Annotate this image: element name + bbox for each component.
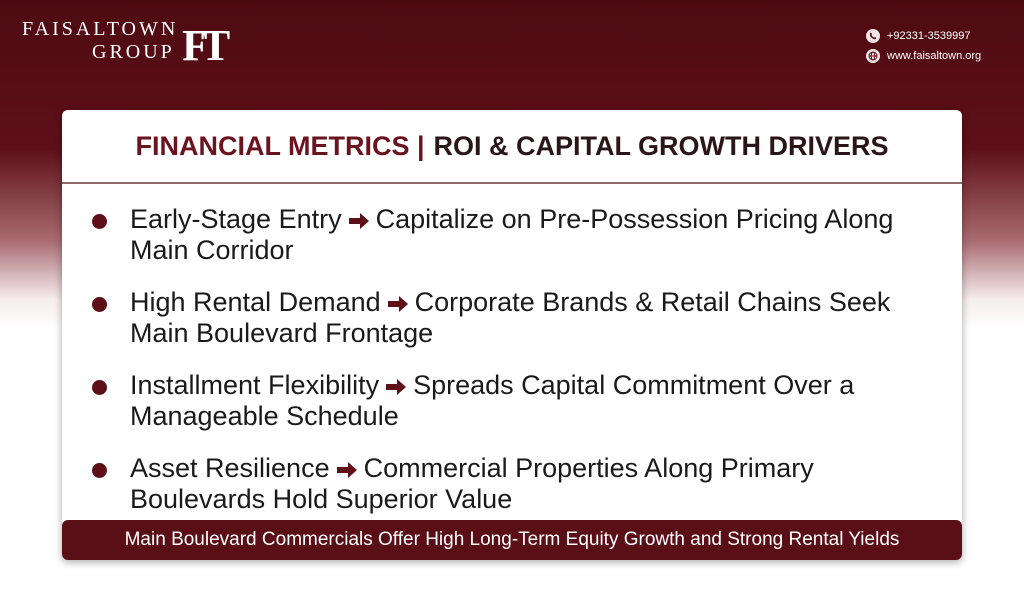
footer-text: Main Boulevard Commercials Offer High Lo… bbox=[124, 529, 900, 550]
title-highlight: FINANCIAL METRICS | bbox=[135, 130, 425, 161]
phone-icon bbox=[866, 29, 880, 43]
bullet-dot bbox=[92, 214, 107, 229]
web-icon bbox=[866, 49, 880, 63]
bullet-detail: Corporate Brands & Retail Chains Seek Ma… bbox=[130, 287, 891, 348]
arrow-icon bbox=[387, 295, 408, 312]
footer-banner: Main Boulevard Commercials Offer High Lo… bbox=[62, 520, 962, 560]
bullet-text: High Rental Demand Corporate Brands & Ret… bbox=[130, 287, 942, 349]
bullet-lead: Asset Resilience bbox=[130, 453, 330, 483]
contact: +92331-3539997 www.faisaltown.org bbox=[866, 26, 981, 66]
bullet-text: Installment Flexibility Spreads Capital C… bbox=[130, 370, 942, 432]
bullet-lead: Early-Stage Entry bbox=[130, 204, 342, 234]
bullet-detail: Capitalize on Pre-Possession Pricing Alo… bbox=[130, 204, 894, 265]
website: www.faisaltown.org bbox=[887, 50, 982, 62]
logo-monogram: FT bbox=[182, 21, 230, 70]
bullet-dot bbox=[92, 297, 107, 312]
bullet-dot bbox=[92, 380, 107, 395]
card-title: FINANCIAL METRICS | ROI & CAPITAL GROWTH… bbox=[62, 110, 962, 184]
bullet: High Rental Demand Corporate Brands & Ret… bbox=[92, 287, 942, 349]
contact-row: www.faisaltown.org bbox=[866, 46, 981, 66]
logo-line: FAISALTOWN bbox=[22, 18, 179, 40]
card: FINANCIAL METRICS | ROI & CAPITAL GROWTH… bbox=[62, 110, 962, 560]
bullet-detail: Spreads Capital Commitment Over a Manage… bbox=[130, 370, 855, 431]
bullet-detail: Commercial Properties Along Primary Boul… bbox=[130, 453, 814, 514]
contact-row: +92331-3539997 bbox=[866, 26, 981, 46]
bullet: Asset Resilience Commercial Properties Al… bbox=[92, 453, 942, 515]
bullet-text: Asset Resilience Commercial Properties Al… bbox=[130, 453, 942, 515]
bullet-lead: Installment Flexibility bbox=[130, 370, 380, 400]
bullet-lead: High Rental Demand bbox=[130, 287, 381, 317]
arrow-icon bbox=[386, 378, 407, 395]
bullet: Early-Stage Entry Capitalize on Pre-Posse… bbox=[92, 204, 942, 266]
logo: FAISALTOWN GROUP FT bbox=[22, 18, 230, 70]
bullet-dot bbox=[92, 463, 107, 478]
bullet: Installment Flexibility Spreads Capital C… bbox=[92, 370, 942, 432]
title-rest: ROI & CAPITAL GROWTH DRIVERS bbox=[433, 130, 889, 161]
bullet-text: Early-Stage Entry Capitalize on Pre-Posse… bbox=[130, 204, 942, 266]
logo-line: GROUP bbox=[92, 41, 175, 63]
arrow-icon bbox=[348, 212, 369, 229]
phone: +92331-3539997 bbox=[887, 30, 971, 42]
arrow-icon bbox=[336, 461, 357, 478]
